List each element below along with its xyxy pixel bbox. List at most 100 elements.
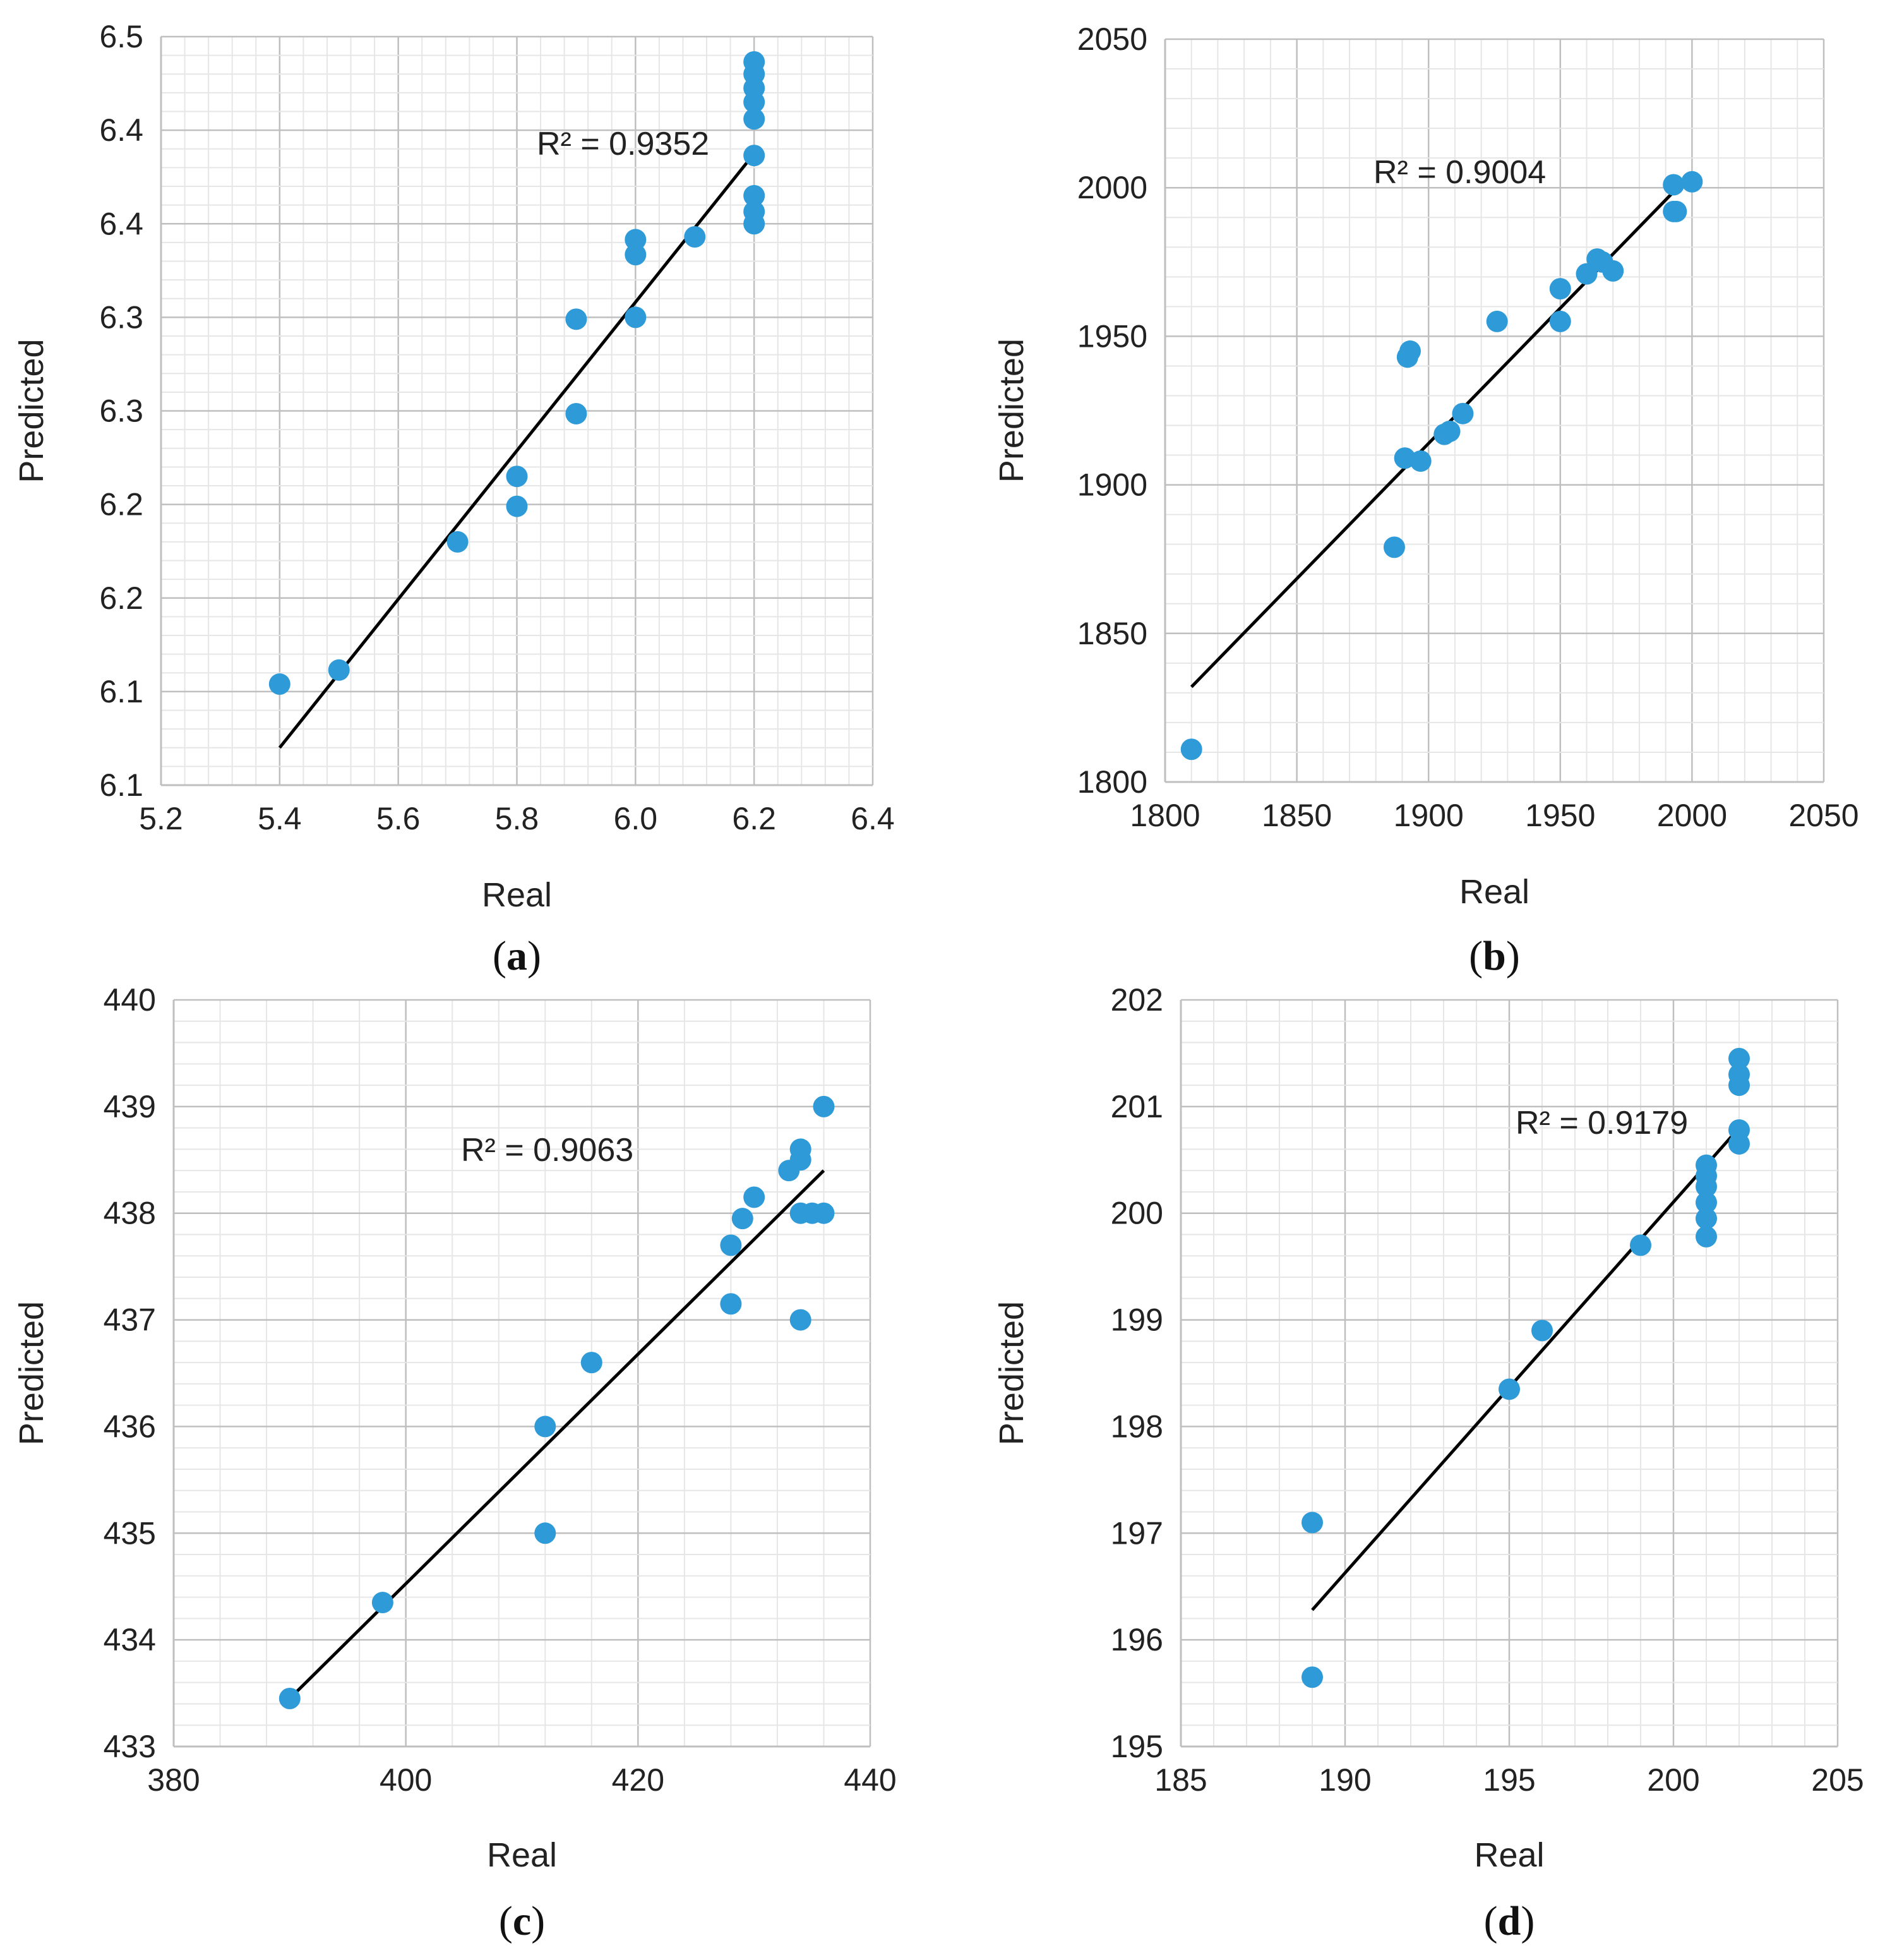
data-point bbox=[1302, 1666, 1323, 1688]
data-point bbox=[625, 306, 647, 328]
data-point bbox=[813, 1095, 835, 1117]
data-point bbox=[1409, 450, 1432, 472]
data-point bbox=[625, 244, 647, 266]
y-tick-label: 1850 bbox=[1077, 616, 1147, 651]
data-point bbox=[743, 145, 765, 167]
y-tick-label: 6.5 bbox=[99, 19, 143, 54]
x-tick-label: 2050 bbox=[1788, 798, 1858, 833]
data-point bbox=[731, 1208, 753, 1230]
data-point bbox=[565, 402, 587, 424]
data-point bbox=[743, 1186, 765, 1208]
y-tick-label: 6.1 bbox=[99, 767, 143, 803]
caption-paren-open: ( bbox=[1469, 933, 1483, 979]
caption-letter: d bbox=[1498, 1898, 1521, 1944]
scatter-plot-a: 5.2 5.4 5.6 5.8 6.0 6.2 6.4 6.1 6.1 6.2 6.2 6.3 6.3 6… bbox=[13, 19, 895, 979]
data-point bbox=[720, 1293, 742, 1315]
data-point bbox=[580, 1352, 602, 1374]
data-point bbox=[720, 1234, 742, 1256]
data-point bbox=[506, 466, 528, 488]
data-point bbox=[743, 200, 765, 222]
gridlines bbox=[172, 999, 871, 1748]
caption-paren-open: ( bbox=[1484, 1898, 1498, 1944]
x-tick-label: 5.6 bbox=[376, 801, 421, 836]
data-point bbox=[268, 673, 290, 695]
data-point bbox=[328, 659, 350, 681]
y-tick-label: 199 bbox=[1111, 1302, 1163, 1338]
y-tick-label: 2000 bbox=[1077, 170, 1147, 205]
y-tick-label: 196 bbox=[1111, 1622, 1163, 1657]
y-tick-label: 6.3 bbox=[99, 394, 143, 429]
data-point bbox=[743, 184, 765, 207]
data-point bbox=[506, 495, 528, 517]
y-tick-label: 195 bbox=[1111, 1729, 1163, 1764]
y-tick-label: 6.2 bbox=[99, 580, 143, 616]
caption-paren-close: ) bbox=[527, 933, 541, 979]
caption-paren-close: ) bbox=[531, 1898, 545, 1944]
data-point bbox=[534, 1522, 556, 1544]
data-point bbox=[1728, 1064, 1750, 1086]
y-tick-label: 435 bbox=[104, 1515, 156, 1551]
r-squared-label: R² = 0.9352 bbox=[537, 126, 709, 162]
y-tick-label: 200 bbox=[1111, 1196, 1163, 1231]
x-tick-label: 195 bbox=[1483, 1762, 1535, 1798]
x-tick-label: 1950 bbox=[1525, 798, 1595, 833]
data-point bbox=[1696, 1225, 1717, 1248]
r-squared-label: R² = 0.9004 bbox=[1373, 154, 1546, 191]
scatter-plot-b: 1800 1850 1900 1950 2000 2050 1800 1850 1900 1950… bbox=[993, 21, 1859, 979]
data-point bbox=[1728, 1047, 1750, 1069]
gridlines bbox=[1164, 38, 1825, 783]
panel-caption: (d) bbox=[1484, 1898, 1535, 1944]
gridlines bbox=[1180, 999, 1839, 1748]
data-point bbox=[446, 531, 469, 553]
x-tick-label: 380 bbox=[147, 1762, 200, 1798]
gridlines bbox=[160, 35, 874, 786]
y-tick-label: 6.1 bbox=[99, 674, 143, 709]
data-point bbox=[1531, 1320, 1553, 1342]
y-tick-label: 197 bbox=[1111, 1515, 1163, 1551]
y-tick-label: 198 bbox=[1111, 1409, 1163, 1444]
data-point bbox=[1576, 263, 1598, 285]
caption-letter: a bbox=[506, 933, 527, 979]
data-point bbox=[1399, 340, 1421, 362]
x-axis-title: Real bbox=[482, 876, 552, 914]
data-point bbox=[1602, 260, 1624, 282]
data-point bbox=[1696, 1208, 1717, 1230]
caption-paren-close: ) bbox=[1506, 933, 1520, 979]
r-squared-label: R² = 0.9179 bbox=[1516, 1105, 1688, 1141]
x-tick-label: 1800 bbox=[1130, 798, 1200, 833]
data-point bbox=[743, 108, 765, 130]
data-point bbox=[1302, 1512, 1323, 1534]
x-axis-title: Real bbox=[1474, 1836, 1544, 1874]
data-point bbox=[1696, 1154, 1717, 1176]
data-point bbox=[684, 225, 706, 248]
data-point bbox=[789, 1309, 811, 1331]
panel-caption: (a) bbox=[493, 933, 541, 979]
data-point bbox=[1499, 1378, 1520, 1400]
x-axis-title: Real bbox=[1459, 873, 1529, 911]
x-tick-label: 420 bbox=[612, 1762, 664, 1798]
data-point bbox=[743, 51, 765, 73]
data-point bbox=[1549, 310, 1571, 332]
data-point bbox=[1439, 420, 1461, 442]
data-point bbox=[1696, 1191, 1717, 1213]
data-point bbox=[565, 308, 587, 330]
panel-caption: (c) bbox=[499, 1898, 545, 1944]
x-tick-label: 1900 bbox=[1394, 798, 1464, 833]
trendline bbox=[278, 152, 756, 749]
data-point bbox=[1728, 1119, 1750, 1141]
y-tick-label: 2050 bbox=[1077, 21, 1147, 57]
y-tick-label: 1950 bbox=[1077, 318, 1147, 354]
panel-caption: (b) bbox=[1469, 933, 1520, 979]
data-point bbox=[1486, 310, 1508, 332]
y-tick-label: 6.4 bbox=[99, 206, 143, 241]
data-point bbox=[371, 1592, 393, 1614]
x-tick-label: 5.2 bbox=[139, 801, 183, 836]
y-tick-label: 434 bbox=[104, 1622, 156, 1657]
trendline bbox=[1311, 1126, 1740, 1611]
y-tick-label: 202 bbox=[1111, 982, 1163, 1018]
x-tick-label: 6.4 bbox=[851, 801, 895, 836]
y-tick-label: 433 bbox=[104, 1729, 156, 1764]
trendline bbox=[289, 1169, 825, 1700]
y-axis-title: Predicted bbox=[993, 339, 1031, 483]
x-tick-label: 190 bbox=[1319, 1762, 1371, 1798]
